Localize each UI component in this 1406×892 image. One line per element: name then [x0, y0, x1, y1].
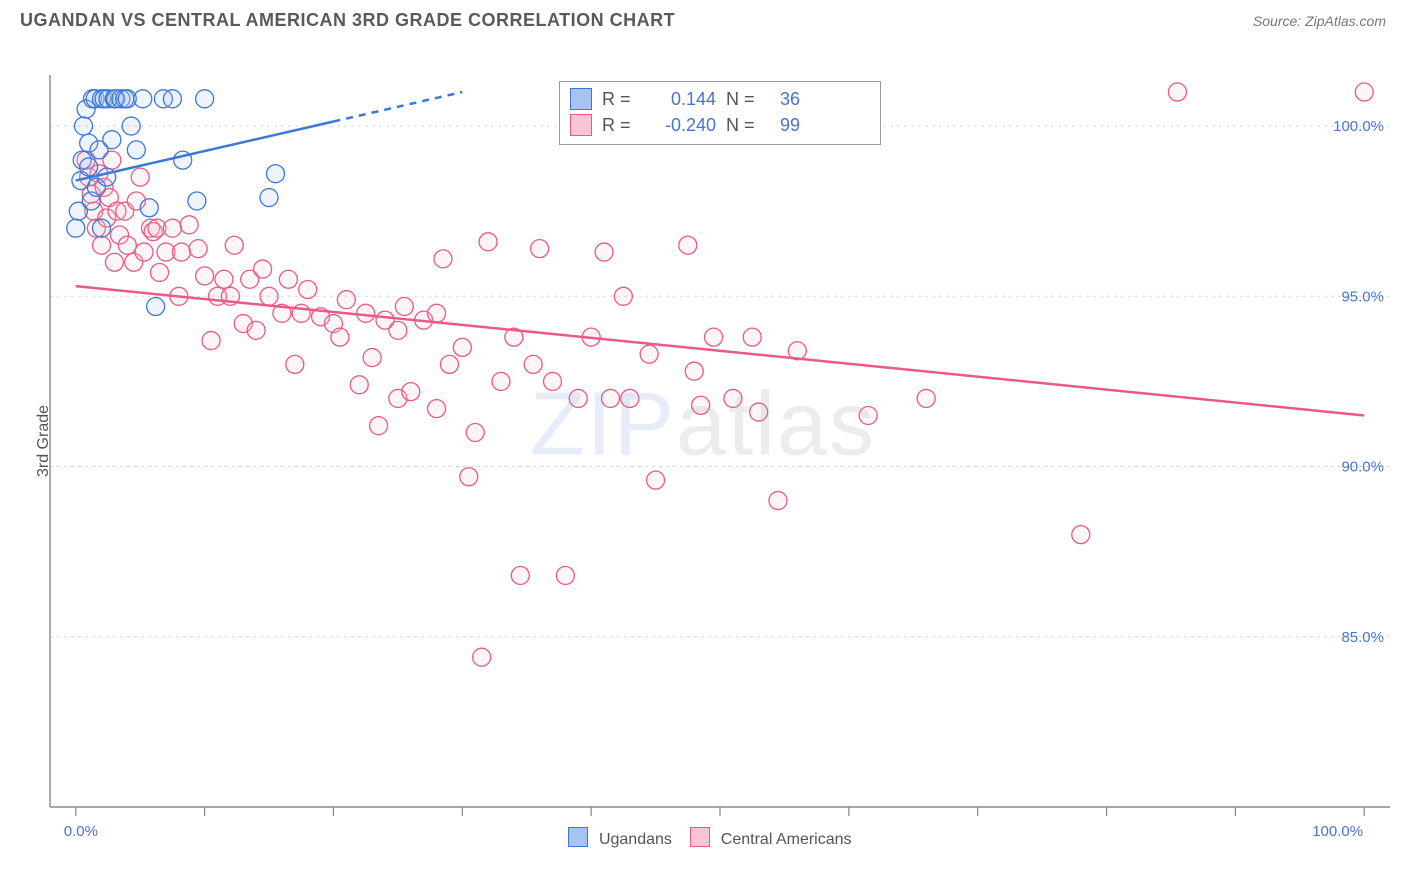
svg-text:90.0%: 90.0%: [1341, 459, 1384, 476]
n-label: N =: [726, 86, 760, 112]
chart-title: UGANDAN VS CENTRAL AMERICAN 3RD GRADE CO…: [20, 10, 675, 31]
n-label-2: N =: [726, 112, 760, 138]
r-value-series1: 0.144: [646, 86, 716, 112]
bottom-legend: Ugandans Central Americans: [0, 827, 1406, 849]
svg-text:95.0%: 95.0%: [1341, 288, 1384, 305]
source-prefix: Source:: [1253, 13, 1305, 29]
legend-swatch-series2: [570, 114, 592, 136]
bottom-label-series1: Ugandans: [599, 831, 672, 848]
bottom-label-series2: Central Americans: [721, 831, 852, 848]
n-value-series2: 99: [770, 112, 800, 138]
bottom-swatch-series1: [568, 827, 588, 847]
chart-header: UGANDAN VS CENTRAL AMERICAN 3RD GRADE CO…: [0, 0, 1406, 31]
svg-text:85.0%: 85.0%: [1341, 629, 1384, 646]
svg-text:100.0%: 100.0%: [1333, 118, 1384, 135]
stats-legend: R = 0.144 N = 36 R = -0.240 N = 99: [559, 81, 881, 145]
r-value-series2: -0.240: [646, 112, 716, 138]
bottom-swatch-series2: [690, 827, 710, 847]
r-label: R =: [602, 86, 636, 112]
scatter-plot: 85.0% 90.0% 95.0% 100.0%: [0, 31, 1406, 851]
legend-swatch-series1: [570, 88, 592, 110]
source-name: ZipAtlas.com: [1305, 13, 1386, 29]
n-value-series1: 36: [770, 86, 800, 112]
chart-source: Source: ZipAtlas.com: [1253, 13, 1386, 29]
y-axis-label: 3rd Grade: [35, 405, 53, 477]
r-label-2: R =: [602, 112, 636, 138]
chart-area: 3rd Grade 85.0%90.0%95.0%100.0% ZIPatlas…: [0, 31, 1406, 851]
legend-row-series1: R = 0.144 N = 36: [570, 86, 870, 112]
legend-row-series2: R = -0.240 N = 99: [570, 112, 870, 138]
